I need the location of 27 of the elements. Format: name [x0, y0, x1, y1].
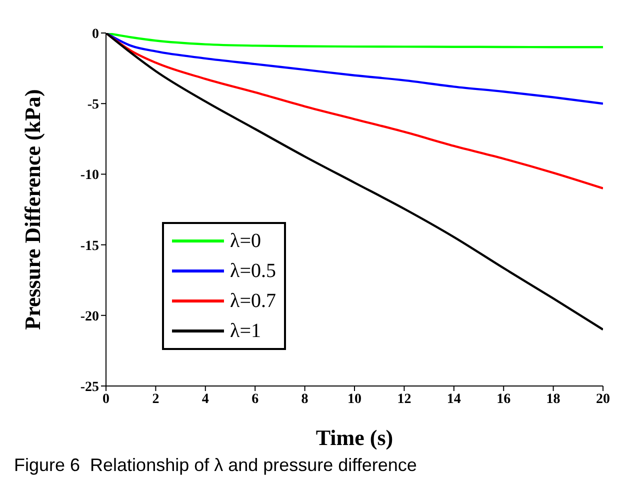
caption: Figure 6 Relationship of λ and pressure difference [14, 455, 417, 476]
line-series [106, 33, 603, 48]
y-tick-label: 0 [92, 26, 99, 42]
x-tick-label: 10 [348, 392, 362, 407]
y-tick-label: -25 [80, 380, 99, 395]
x-tick-label: 4 [202, 392, 209, 407]
y-tick-label: -10 [80, 168, 99, 184]
x-tick-label: 6 [252, 392, 259, 407]
x-tick-label: 12 [397, 392, 412, 407]
line-series [106, 33, 603, 190]
legend-label: λ=1 [230, 320, 261, 342]
y-tick-label: -5 [87, 98, 99, 113]
x-tick-label: 8 [301, 392, 308, 407]
y-tick-label: -20 [80, 309, 99, 324]
x-axis-title: Time (s) [316, 425, 394, 450]
y-tick-label: -15 [80, 238, 99, 254]
y-axis-title: Pressure Difference (kPa) [20, 89, 45, 330]
legend-label: λ=0.7 [230, 290, 276, 312]
x-tick-label: 14 [446, 392, 461, 407]
x-tick-label: 16 [496, 392, 511, 407]
x-tick-label: 20 [596, 392, 610, 407]
legend-label: λ=0 [230, 230, 261, 252]
x-tick-label: 2 [152, 392, 160, 407]
legend-label: λ=0.5 [230, 260, 276, 282]
x-tick-label: 18 [546, 392, 560, 407]
line-series [106, 33, 603, 105]
x-tick-label: 0 [102, 392, 110, 407]
